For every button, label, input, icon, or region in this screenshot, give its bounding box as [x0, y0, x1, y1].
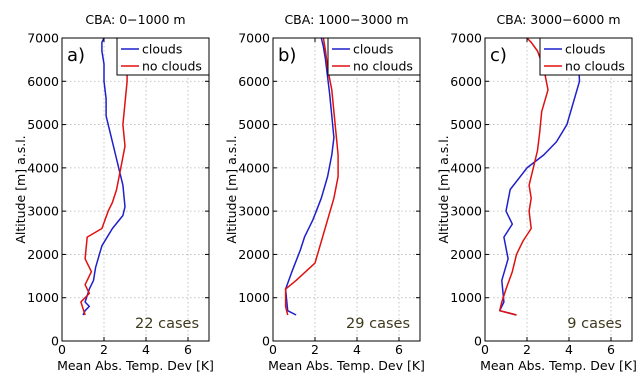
y-tick-label: 0	[474, 334, 482, 349]
y-tick-label: 4000	[450, 160, 482, 175]
y-tick-label: 5000	[238, 117, 270, 132]
y-tick-label: 3000	[27, 204, 59, 219]
x-axis-label: Mean Abs. Temp. Dev [K]	[480, 358, 637, 373]
x-axis-label: Mean Abs. Temp. Dev [K]	[268, 358, 425, 373]
x-tick-label: 2	[523, 342, 531, 357]
plot-area	[62, 38, 209, 341]
cases-annotation: 9 cases	[567, 316, 622, 332]
y-tick-label: 7000	[27, 31, 59, 46]
series-line-clouds	[284, 37, 335, 316]
y-tick-label: 6000	[27, 74, 59, 89]
y-tick-label: 6000	[450, 74, 482, 89]
legend: clouds no clouds	[327, 37, 421, 76]
y-tick-label: 5000	[27, 117, 59, 132]
legend-box	[116, 37, 210, 76]
y-tick-label: 2000	[27, 247, 59, 262]
y-axis-label: Altitude [m] a.s.l.	[436, 135, 451, 243]
chart-title: CBA: 0−1000 m	[85, 12, 185, 27]
legend-label-clouds: clouds	[353, 42, 393, 57]
x-tick-label: 2	[311, 342, 319, 357]
x-tick-label: 6	[607, 342, 615, 357]
x-tick-label: 0	[481, 342, 489, 357]
legend: clouds no clouds	[116, 37, 210, 76]
y-axis-label: Altitude [m] a.s.l.	[13, 135, 28, 243]
x-tick-label: 6	[184, 342, 192, 357]
legend: clouds no clouds	[539, 37, 633, 76]
series-line-clouds	[498, 37, 581, 316]
y-tick-label: 7000	[450, 31, 482, 46]
legend-label-clouds: clouds	[565, 42, 605, 57]
plot-area	[273, 38, 420, 341]
legend-label-clouds: clouds	[142, 42, 182, 57]
y-tick-label: 6000	[238, 74, 270, 89]
legend-box	[327, 37, 421, 76]
legend-label-no-clouds: no clouds	[142, 59, 202, 74]
y-tick-label: 4000	[238, 160, 270, 175]
panel-label: b)	[278, 45, 296, 66]
x-tick-label: 2	[100, 342, 108, 357]
chart-panel-3: 0 2 4 6 0 1000 2000 3000 4000 5000 6000 7000 CBA: 30…	[436, 12, 637, 373]
y-axis-label: Altitude [m] a.s.l.	[224, 135, 239, 243]
x-tick-label: 4	[142, 342, 150, 357]
y-tick-label: 2000	[450, 247, 482, 262]
y-tick-label: 1000	[27, 290, 59, 305]
panel-label: c)	[490, 45, 507, 66]
x-tick-label: 0	[58, 342, 66, 357]
plot-area	[485, 38, 632, 341]
chart-title: CBA: 1000−3000 m	[284, 12, 408, 27]
y-tick-label: 3000	[450, 204, 482, 219]
y-tick-label: 3000	[238, 204, 270, 219]
legend-label-no-clouds: no clouds	[353, 59, 413, 74]
y-tick-label: 1000	[450, 290, 482, 305]
legend-label-no-clouds: no clouds	[565, 59, 625, 74]
x-axis-label: Mean Abs. Temp. Dev [K]	[57, 358, 214, 373]
chart-panel-1: 0 2 4 6 0 1000 2000 3000 4000 5000 6000 7000 CBA: 0−…	[13, 12, 214, 373]
y-tick-label: 7000	[238, 31, 270, 46]
chart-panel-2: 0 2 4 6 0 1000 2000 3000 4000 5000 6000 7000 CBA: 10…	[224, 12, 425, 373]
x-tick-label: 4	[565, 342, 573, 357]
cases-annotation: 22 cases	[135, 316, 199, 332]
x-tick-label: 6	[395, 342, 403, 357]
x-tick-label: 4	[353, 342, 361, 357]
y-tick-label: 4000	[27, 160, 59, 175]
y-tick-label: 5000	[450, 117, 482, 132]
panel-label: a)	[67, 45, 85, 66]
y-tick-label: 0	[51, 334, 59, 349]
y-tick-label: 2000	[238, 247, 270, 262]
x-tick-label: 0	[269, 342, 277, 357]
chart-title: CBA: 3000−6000 m	[496, 12, 620, 27]
legend-box	[539, 37, 633, 76]
series-line-no-clouds	[284, 37, 339, 316]
cases-annotation: 29 cases	[346, 316, 410, 332]
y-tick-label: 1000	[238, 290, 270, 305]
y-tick-label: 0	[262, 334, 270, 349]
